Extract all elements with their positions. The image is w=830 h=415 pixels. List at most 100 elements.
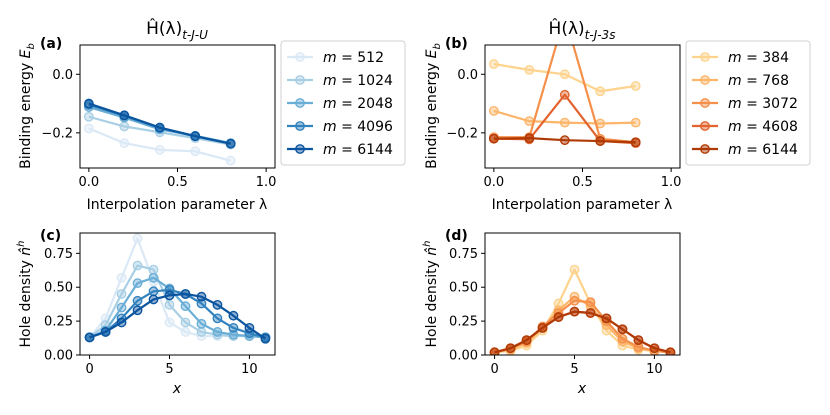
panel-b-series-line-0	[493, 62, 636, 93]
panel-b-xlabel: Interpolation parameter λ	[492, 197, 673, 213]
panel-d-data-point	[633, 341, 644, 352]
panel-b-data-point	[488, 105, 499, 116]
panel-b-series	[488, 45, 641, 149]
legend-a-entry-label: m = 6144	[323, 142, 393, 158]
panel-a: Ĥ(λ)t-J-U (a) Binding energy Eb Interpol…	[18, 17, 276, 213]
panel-a-data-point	[154, 144, 165, 155]
panel-c-ytick-label: 0.75	[44, 247, 73, 262]
panel-b-ytick-label: 0.0	[457, 68, 478, 83]
panel-d-data-point	[585, 297, 596, 308]
panel-a-data-point	[225, 155, 236, 166]
panel-b-title: Ĥ(λ)t-J-3s	[549, 17, 616, 42]
panel-c-data-point	[196, 291, 207, 302]
panel-c-data-point	[228, 322, 239, 333]
panel-b-data-point	[559, 89, 570, 100]
panel-d-xlabel: x	[577, 381, 587, 397]
legend-a-swatch-marker	[295, 98, 305, 108]
panel-d-ticks: 0 5 10 0.00 0.25 0.50 0.75	[449, 247, 663, 377]
panel-d-data-point	[569, 264, 580, 275]
legend-b-swatch-marker	[700, 75, 710, 85]
panel-d-data-point	[617, 333, 628, 344]
panel-c-data-point	[228, 329, 239, 340]
panel-c-data-point	[132, 305, 143, 316]
panel-d-data-point	[553, 312, 564, 322]
panel-c: (c) Hole density n̂h x 0 5 100.000.250.500…	[16, 228, 276, 397]
panel-a-label: (a)	[40, 36, 62, 52]
legend-a-swatch-marker	[295, 144, 305, 154]
panel-a-ytick-label: −0.2	[41, 126, 73, 141]
panel-c-series-line-1	[88, 264, 266, 339]
panel-a-data-point	[190, 146, 201, 157]
panel-b-ytick-label: −0.2	[446, 126, 478, 141]
panel-d-data-point	[601, 313, 612, 324]
panel-b-data-point	[595, 136, 606, 146]
legend-a-swatch-marker	[295, 52, 305, 62]
panel-c-data-point	[116, 272, 127, 283]
panel-b-data-point	[559, 117, 570, 128]
panel-d-data-point	[569, 306, 580, 317]
panel-c-series-line-3	[89, 288, 266, 339]
panel-c-data-point	[148, 286, 159, 297]
panel-b-frame	[484, 44, 681, 169]
panel-c-ytick-label: 0.50	[44, 281, 73, 296]
legend-b-swatch-marker	[700, 144, 710, 154]
panel-d-data-point	[537, 322, 548, 333]
panel-c-xtick-label: 0	[85, 362, 93, 377]
panel-c-series-line-4	[89, 292, 267, 340]
panel-d-data-point	[633, 335, 644, 345]
panel-b-ylabel: Binding energy Eb	[424, 43, 443, 169]
panel-a-xlabel: Interpolation parameter λ	[87, 197, 268, 213]
panel-a-series-line-0	[88, 127, 231, 162]
panel-c-data-point	[116, 289, 127, 299]
panel-b-data-point	[630, 117, 641, 128]
panel-d-ytick-label: 0.50	[449, 281, 478, 296]
panel-c-data-point	[148, 294, 159, 305]
panel-c-ylabel: Hole density n̂h	[16, 240, 34, 347]
panel-c-data-point	[180, 301, 191, 312]
legend-a-swatch-marker	[295, 121, 305, 131]
legend-b-entry-label: m = 4608	[728, 119, 798, 135]
panel-d-series	[489, 264, 676, 355]
panel-b-series-line-4	[493, 137, 636, 144]
panel-b-data-point	[524, 64, 535, 75]
panel-b-xtick-label: 0.0	[484, 175, 505, 190]
panel-c-data-point	[116, 317, 127, 328]
panel-b-xtick-label: 0.5	[572, 175, 593, 190]
legend-a-entry-label: m = 512	[323, 50, 384, 66]
panel-a-title: Ĥ(λ)t-J-U	[146, 17, 208, 42]
panel-c-data-point	[180, 289, 191, 299]
panel-d-label: (d)	[445, 228, 468, 244]
panel-c-data-point	[100, 327, 111, 337]
panel-c-data-point	[196, 298, 207, 309]
panel-d-ytick-label: 0.75	[449, 247, 478, 262]
legend-a-swatch-marker	[295, 75, 305, 85]
panel-a-legend: m = 512 m = 1024 m = 2048 m = 4096 m = 6144	[280, 40, 406, 166]
panel-c-ytick-label: 0.25	[44, 315, 73, 330]
panel-a-data-point	[83, 111, 94, 122]
panel-d-ylabel: Hole density n̂h	[422, 240, 440, 347]
panel-d-data-point	[585, 308, 596, 318]
panel-d: (d) Hole density n̂h x 0 5 100.000.250.500…	[422, 228, 681, 397]
panel-a-series	[83, 98, 236, 166]
panel-c-data-point	[212, 327, 223, 337]
panel-c-data-point	[148, 264, 159, 275]
panel-b-data-point	[524, 133, 535, 144]
panel-c-data-point	[164, 299, 175, 310]
panel-b-xtick-label: 1.0	[661, 175, 682, 190]
panel-c-data-point	[148, 272, 159, 283]
panel-b-data-point	[488, 59, 499, 69]
panel-c-data-point	[212, 299, 223, 310]
panel-d-data-point	[649, 343, 660, 354]
panel-d-series-line-2	[494, 299, 671, 354]
panel-d-data-point	[665, 347, 676, 355]
panel-c-data-point	[196, 318, 207, 329]
panel-d-data-point	[569, 295, 580, 306]
panel-c-ytick-label: 0.00	[44, 349, 73, 364]
panel-a-data-point	[225, 138, 236, 149]
panel-c-data-point	[244, 322, 255, 333]
panel-b-data-point	[595, 86, 606, 97]
panel-c-data-point	[132, 260, 143, 271]
panel-b-data-point	[559, 69, 570, 80]
panel-a-data-point	[83, 123, 94, 134]
panel-a-data-point	[154, 122, 165, 133]
